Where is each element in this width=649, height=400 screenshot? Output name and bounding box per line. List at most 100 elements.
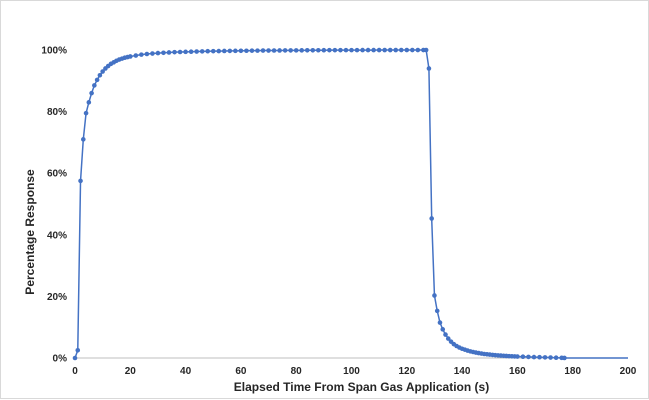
- data-point: [222, 48, 227, 54]
- data-point: [177, 49, 183, 55]
- data-point: [434, 308, 440, 314]
- data-point: [343, 47, 349, 53]
- data-point: [89, 90, 94, 96]
- data-point: [83, 110, 89, 116]
- data-point: [80, 137, 86, 142]
- data-point: [266, 48, 271, 53]
- data-point: [548, 355, 553, 360]
- data-point: [133, 53, 139, 58]
- data-point: [542, 355, 548, 360]
- data-point: [188, 49, 194, 54]
- data-point: [172, 49, 177, 55]
- data-point: [404, 47, 410, 53]
- data-point: [288, 48, 293, 53]
- data-point: [205, 48, 211, 54]
- data-point: [520, 354, 526, 360]
- y-tick-label: 80%: [47, 107, 67, 118]
- data-point: [150, 51, 155, 56]
- data-point: [354, 47, 360, 53]
- data-point: [398, 47, 404, 53]
- data-point: [371, 47, 376, 53]
- data-point: [360, 47, 365, 53]
- data-point: [139, 52, 144, 57]
- x-tick-label: 160: [509, 366, 526, 377]
- data-point: [387, 47, 393, 53]
- y-tick-label: 60%: [47, 169, 67, 180]
- data-point: [92, 83, 97, 88]
- x-tick-label: 40: [180, 366, 192, 377]
- data-point: [332, 47, 338, 53]
- x-tick-label: 0: [72, 366, 78, 377]
- data-point: [210, 48, 216, 54]
- data-point: [86, 100, 92, 105]
- data-point: [426, 66, 432, 71]
- data-point: [526, 354, 531, 360]
- x-tick-label: 120: [398, 366, 415, 377]
- data-point: [72, 355, 78, 361]
- data-point: [553, 355, 559, 360]
- y-axis-title: Percentage Response: [23, 169, 37, 295]
- data-point: [423, 47, 429, 53]
- data-point: [260, 48, 266, 53]
- data-point: [183, 49, 188, 55]
- data-point: [338, 47, 343, 53]
- data-point: [349, 47, 354, 53]
- data-point: [277, 48, 282, 53]
- data-point: [249, 48, 255, 53]
- data-point: [443, 332, 448, 337]
- data-point: [327, 47, 332, 53]
- data-point: [321, 47, 327, 53]
- data-point: [161, 50, 166, 56]
- data-point: [128, 54, 133, 59]
- data-point: [316, 47, 321, 53]
- x-tick-label: 20: [125, 366, 137, 377]
- x-tick-label: 60: [235, 366, 247, 377]
- x-tick-label: 140: [454, 366, 471, 377]
- data-point: [437, 320, 443, 325]
- data-point: [445, 336, 451, 341]
- data-point: [429, 216, 434, 221]
- data-point: [94, 77, 100, 83]
- y-tick-label: 100%: [41, 46, 67, 57]
- x-tick-label: 100: [343, 366, 360, 377]
- data-point: [282, 48, 288, 53]
- data-point: [238, 48, 244, 54]
- data-point: [382, 47, 387, 53]
- data-point: [393, 47, 399, 53]
- data-point: [410, 47, 415, 53]
- axes: 0 20 40 60 80 100 120 140 160 180 200 0% 20% 40% 60% 80…: [41, 46, 636, 378]
- data-point: [537, 354, 542, 360]
- data-point: [144, 51, 150, 57]
- series-1: [72, 47, 629, 361]
- x-tick-label: 180: [564, 366, 581, 377]
- data-point: [515, 354, 520, 359]
- data-point: [376, 47, 382, 53]
- data-point: [310, 47, 316, 53]
- data-point: [194, 49, 199, 54]
- data-point: [244, 48, 249, 54]
- data-point: [255, 48, 260, 53]
- y-tick-label: 40%: [47, 230, 67, 241]
- x-tick-label: 200: [620, 366, 637, 377]
- series-line: [74, 49, 629, 359]
- data-point: [415, 47, 421, 53]
- data-point: [75, 348, 81, 353]
- data-point: [440, 327, 446, 332]
- data-point: [271, 48, 277, 53]
- data-point: [531, 354, 537, 360]
- y-tick-label: 0%: [53, 354, 68, 365]
- axis-labels: Elapsed Time From Span Gas Application (…: [23, 169, 489, 394]
- data-point: [199, 49, 205, 54]
- data-point: [216, 48, 222, 54]
- data-point: [100, 69, 105, 74]
- y-tick-label: 20%: [47, 292, 67, 303]
- data-point: [166, 50, 172, 55]
- data-point: [78, 178, 83, 184]
- data-point: [293, 48, 299, 53]
- x-axis-title: Elapsed Time From Span Gas Application (…: [234, 380, 489, 394]
- x-tick-label: 80: [291, 366, 303, 377]
- data-point: [562, 355, 567, 361]
- data-point: [155, 50, 161, 56]
